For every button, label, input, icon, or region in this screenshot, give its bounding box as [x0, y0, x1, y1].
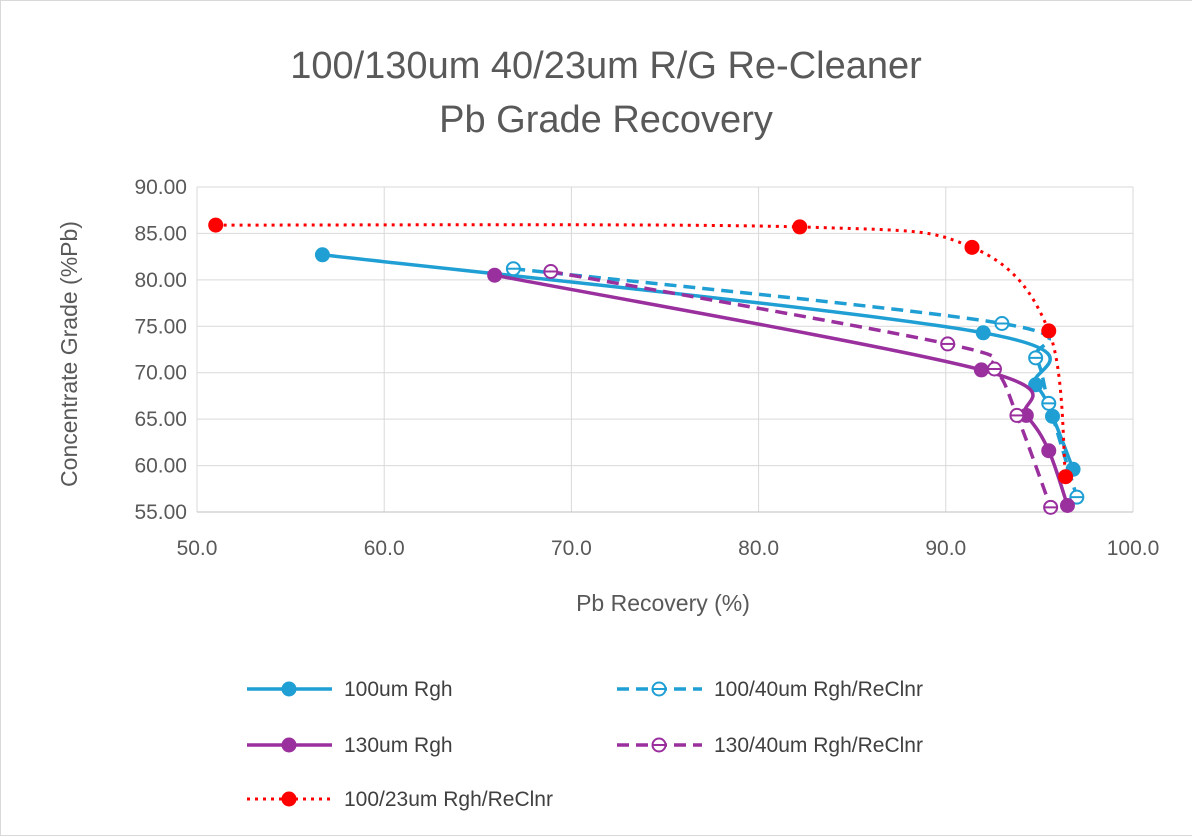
- data-point: [973, 362, 989, 378]
- series-0: [314, 247, 1081, 477]
- tick-labels: 55.00 60.00 65.00 70.00 75.00 80.00 85.00 90.00…: [134, 176, 1159, 560]
- x-tick-label: 60.0: [364, 537, 405, 560]
- y-tick-label: 65.00: [134, 408, 187, 431]
- legend-item-2: 130um Rgh: [247, 734, 453, 757]
- legend-label: 100um Rgh: [344, 678, 453, 701]
- legend-label: 100/23um Rgh/ReClnr: [344, 788, 553, 811]
- data-point: [1028, 377, 1044, 393]
- legend-item-3: 130/40um Rgh/ReClnr: [617, 734, 923, 757]
- x-tick-label: 100.0: [1107, 537, 1160, 560]
- legend-label: 100/40um Rgh/ReClnr: [714, 678, 923, 701]
- legend-marker: [281, 791, 297, 807]
- y-tick-label: 80.00: [134, 269, 187, 292]
- y-tick-label: 55.00: [134, 501, 187, 524]
- x-axis-label: Pb Recovery (%): [576, 590, 750, 616]
- series-line: [494, 273, 1070, 507]
- series-layer: [208, 217, 1085, 515]
- series-line: [322, 253, 1075, 470]
- series-4: [208, 217, 1074, 485]
- data-point: [208, 217, 224, 233]
- grid-lines: [196, 186, 1134, 513]
- data-point: [543, 264, 559, 279]
- data-point: [1041, 395, 1057, 411]
- legend-marker: [281, 737, 297, 753]
- data-point: [1041, 323, 1057, 339]
- data-point: [1059, 498, 1075, 513]
- y-tick-label: 70.00: [134, 362, 187, 385]
- legend-item-0: 100um Rgh: [247, 678, 453, 701]
- series-line: [215, 223, 1068, 477]
- data-point: [314, 247, 330, 263]
- data-point: [975, 325, 991, 341]
- data-point: [1069, 489, 1085, 505]
- data-point: [1043, 499, 1059, 515]
- series-2: [487, 267, 1075, 513]
- legend-item-4: 100/23um Rgh/ReClnr: [247, 788, 553, 811]
- x-tick-label: 50.0: [177, 537, 218, 560]
- y-axis-label: Concentrate Grade (%Pb): [56, 221, 82, 487]
- chart-title-line-2: Pb Grade Recovery: [439, 99, 773, 141]
- series-line: [550, 269, 1053, 508]
- legend-item-1: 100/40um Rgh/ReClnr: [617, 678, 923, 701]
- data-point: [487, 267, 503, 283]
- series-1: [505, 261, 1085, 505]
- x-tick-label: 70.0: [551, 537, 592, 560]
- x-tick-label: 90.0: [925, 537, 966, 560]
- data-point: [964, 239, 980, 255]
- y-tick-label: 85.00: [134, 222, 187, 245]
- legend-label: 130um Rgh: [344, 734, 453, 757]
- data-point: [1009, 407, 1025, 423]
- data-point: [792, 219, 808, 235]
- y-tick-label: 60.00: [134, 455, 187, 478]
- series-line: [513, 266, 1079, 498]
- chart-title-line-1: 100/130um 40/23um R/G Re-Cleaner: [290, 45, 922, 87]
- x-tick-label: 80.0: [738, 537, 779, 560]
- data-point: [1041, 443, 1057, 459]
- legend: 100um Rgh 100/40um Rgh/ReClnr 130um Rgh 130…: [247, 678, 923, 811]
- legend-marker: [281, 681, 297, 697]
- data-point: [1028, 350, 1044, 366]
- series-3: [543, 264, 1059, 515]
- legend-label: 130/40um Rgh/ReClnr: [714, 734, 923, 757]
- data-point: [505, 261, 521, 277]
- y-tick-label: 90.00: [134, 176, 187, 199]
- y-tick-label: 75.00: [134, 315, 187, 338]
- data-point: [994, 316, 1010, 331]
- data-point: [1058, 469, 1074, 485]
- data-point: [940, 336, 956, 352]
- data-point: [986, 361, 1002, 377]
